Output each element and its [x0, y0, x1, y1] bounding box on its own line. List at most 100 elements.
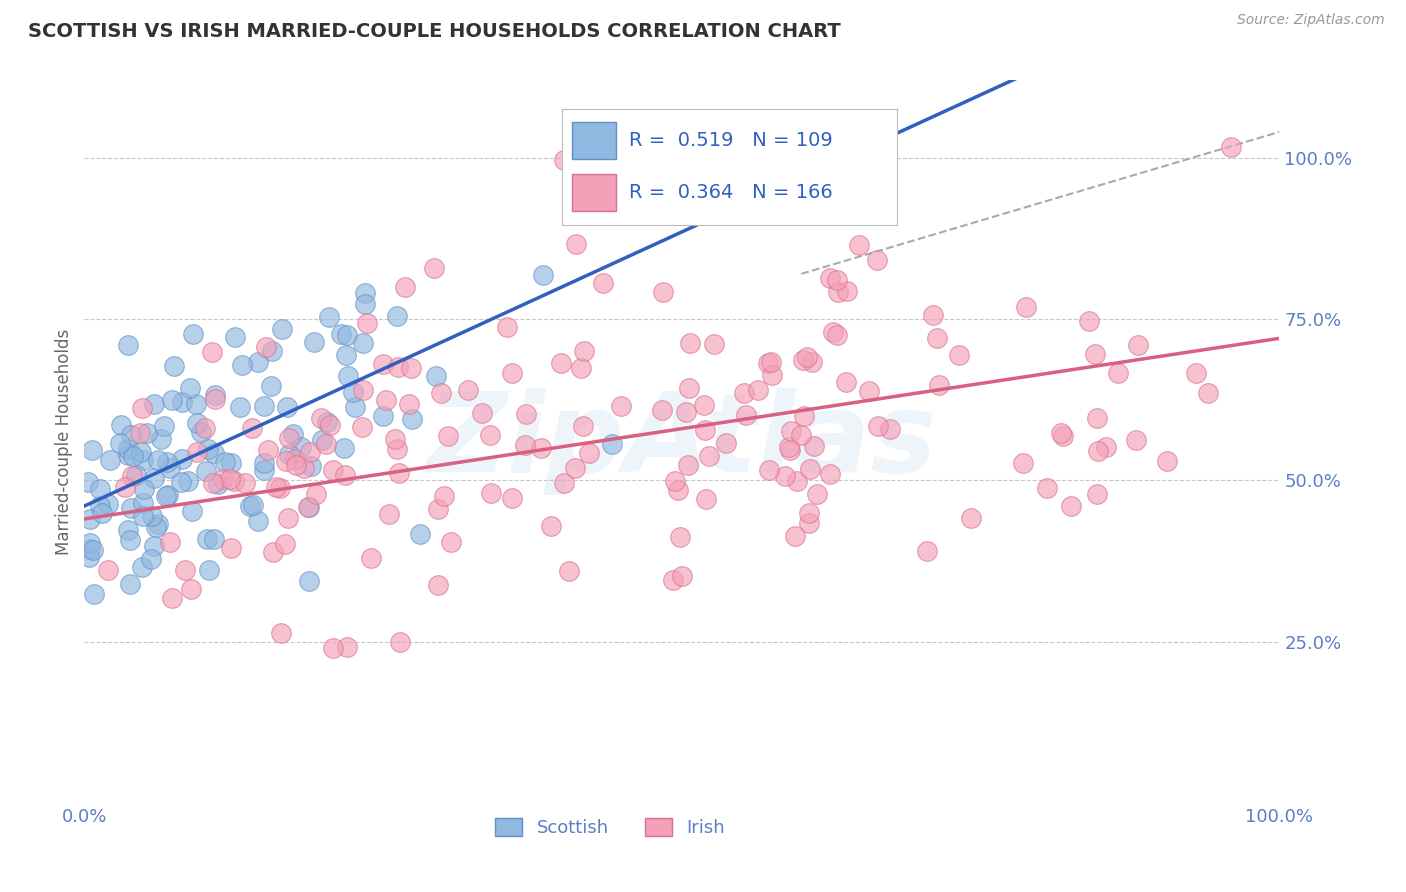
Point [118, 577, 141, 591]
Point [202, 532, 225, 546]
Point [97, 563, 120, 577]
Point [309, 411, 332, 425]
Point [311, 433, 333, 447]
Point [118, 533, 141, 548]
Point [600, 437, 623, 451]
Point [172, 451, 194, 466]
Point [125, 467, 148, 482]
Point [479, 485, 502, 500]
Point [218, 472, 240, 486]
Point [427, 502, 450, 516]
Point [277, 447, 299, 461]
Point [186, 417, 208, 431]
Point [651, 402, 673, 417]
Point [1036, 481, 1059, 495]
Point [558, 564, 581, 578]
Point [803, 440, 825, 454]
Point [219, 456, 242, 470]
Point [610, 399, 633, 413]
Point [693, 423, 716, 437]
Point [155, 490, 177, 504]
Point [305, 486, 328, 500]
Point [799, 462, 821, 476]
Point [553, 153, 575, 167]
Point [246, 355, 269, 369]
Point [121, 469, 143, 483]
Point [471, 406, 494, 420]
Point [336, 328, 359, 343]
Point [669, 530, 692, 544]
Point [858, 384, 880, 398]
Point [592, 276, 614, 290]
Point [501, 367, 523, 381]
Point [197, 442, 219, 457]
Point [848, 238, 870, 252]
Point [433, 489, 456, 503]
Point [173, 563, 195, 577]
Point [387, 359, 409, 374]
Point [221, 541, 243, 556]
Point [142, 471, 165, 485]
Point [108, 436, 131, 450]
Point [928, 377, 950, 392]
Point [385, 442, 408, 457]
Point [827, 285, 849, 299]
Point [150, 432, 173, 446]
Point [652, 285, 675, 299]
Point [228, 400, 250, 414]
Point [156, 488, 179, 502]
Point [695, 491, 717, 506]
Point [378, 508, 401, 522]
Point [335, 348, 357, 362]
Point [385, 309, 408, 323]
Point [170, 395, 193, 409]
Point [747, 383, 769, 397]
Point [117, 523, 139, 537]
Point [80, 442, 103, 457]
Point [793, 409, 815, 424]
Point [879, 422, 901, 436]
Point [394, 280, 416, 294]
Text: Source: ZipAtlas.com: Source: ZipAtlas.com [1237, 13, 1385, 28]
Point [120, 428, 142, 442]
Point [835, 284, 858, 298]
Point [131, 560, 153, 574]
Point [204, 392, 226, 407]
Point [253, 399, 276, 413]
Point [79, 536, 101, 550]
Point [818, 271, 841, 285]
Point [1085, 410, 1108, 425]
Point [786, 475, 808, 489]
Point [758, 463, 780, 477]
Point [269, 481, 291, 495]
Point [170, 475, 193, 489]
Point [240, 421, 263, 435]
Point [572, 419, 595, 434]
Point [1107, 366, 1129, 380]
Point [198, 563, 221, 577]
Point [298, 445, 321, 459]
Point [297, 500, 319, 514]
Point [271, 322, 294, 336]
Point [1220, 140, 1243, 154]
Point [132, 508, 155, 523]
Point [352, 383, 374, 397]
Point [281, 427, 304, 442]
Point [1156, 454, 1178, 468]
Point [387, 466, 409, 480]
Point [1011, 456, 1033, 470]
Point [1059, 499, 1081, 513]
Point [91, 506, 114, 520]
Point [335, 467, 357, 482]
Point [437, 428, 460, 442]
Point [375, 393, 398, 408]
Point [664, 475, 686, 489]
Point [274, 454, 297, 468]
Point [132, 483, 155, 497]
Point [247, 514, 270, 528]
Point [180, 582, 202, 596]
Point [143, 539, 166, 553]
Point [353, 335, 375, 350]
Point [823, 326, 845, 340]
Point [77, 475, 100, 489]
